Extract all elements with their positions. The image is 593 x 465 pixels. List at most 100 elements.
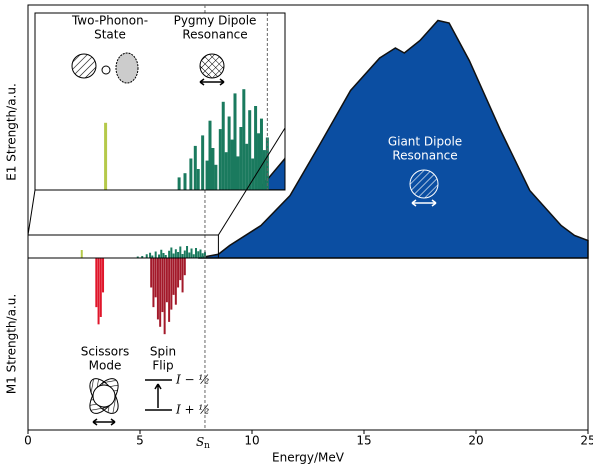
annotation: Spin [150, 345, 176, 359]
bar [177, 252, 180, 258]
bar [201, 253, 204, 258]
bar [150, 258, 153, 288]
inset-bar [208, 120, 212, 190]
inset-bar [221, 101, 225, 190]
x-tick-label: 5 [136, 434, 144, 448]
bar [188, 252, 191, 258]
zoom-connector [27, 189, 36, 236]
bar [197, 251, 200, 258]
inset-content [104, 13, 285, 190]
bar [195, 248, 197, 258]
icon [115, 52, 139, 84]
bar [170, 258, 173, 310]
bar [192, 254, 195, 258]
inset-bar [239, 127, 243, 190]
inset-bar [196, 169, 200, 190]
bar [164, 255, 167, 258]
annotation: Flip [152, 359, 173, 373]
inset-bar [254, 106, 258, 190]
level-label: I − ½ [175, 373, 210, 387]
inset-bar [257, 133, 261, 190]
bar [168, 258, 171, 322]
bar [145, 254, 148, 258]
x-tick-label: 0 [24, 434, 32, 448]
x-tick-label: 10 [244, 434, 259, 448]
plot: 0 5 10 15 20 25 Sn [24, 4, 593, 451]
inset-frame [34, 12, 286, 191]
bar [177, 258, 180, 288]
level-label: I + ½ [175, 403, 210, 417]
annotation: Pygmy Dipole [174, 14, 257, 28]
bar [154, 251, 157, 258]
x-tick-label: 15 [356, 434, 371, 448]
annotation: Resonance [392, 149, 457, 163]
bar [159, 258, 162, 327]
bar [97, 258, 100, 325]
plot-frame [27, 4, 589, 431]
inset-bar [242, 89, 246, 190]
bar [181, 258, 184, 293]
bar [174, 249, 177, 258]
inset [34, 12, 286, 191]
inset-bar [189, 158, 193, 190]
inset-bar [227, 116, 231, 190]
annotation: Mode [89, 359, 122, 373]
bar [172, 253, 175, 258]
gdr-area [198, 19, 589, 259]
annotation: Resonance [182, 28, 247, 42]
bar [172, 258, 175, 295]
bar [161, 258, 164, 313]
bar [160, 249, 163, 258]
inset-bar [236, 156, 240, 190]
x-tick-label: 25 [580, 434, 593, 448]
y-axis-label: M1 Strength/a.u. [5, 294, 19, 394]
bar [99, 258, 102, 317]
bar [80, 250, 83, 258]
bar [163, 258, 166, 335]
annotation: State [94, 28, 126, 42]
bar [179, 246, 182, 258]
bar [170, 247, 173, 258]
sn-symbol: S [196, 435, 204, 449]
bar [174, 258, 177, 305]
annotation: Giant Dipole [388, 135, 462, 149]
icon [92, 384, 116, 408]
inset-bar [259, 118, 263, 190]
bar [158, 254, 161, 258]
inset-gdr-area [257, 154, 285, 190]
bar [156, 258, 159, 320]
icon [409, 169, 439, 199]
inset-bar [218, 129, 222, 190]
zoom-connector [217, 127, 286, 236]
bar [183, 258, 186, 276]
icon [71, 53, 97, 79]
zoom-box [27, 234, 219, 259]
bar [203, 251, 206, 258]
bar [102, 258, 105, 293]
bar [181, 254, 184, 258]
inset-bar [251, 158, 255, 190]
inset-bar [245, 143, 249, 190]
bar [141, 256, 144, 258]
inset-bar [233, 93, 237, 190]
inset-bar [211, 148, 215, 190]
annotation: Two-Phonon- [71, 14, 148, 28]
inset-bar [230, 139, 234, 190]
bar [95, 258, 98, 308]
x-tick-label: 20 [468, 434, 483, 448]
bar [154, 258, 157, 298]
icon-arrow [92, 418, 116, 426]
icon-arrow [154, 383, 162, 408]
inset-bar [183, 173, 187, 190]
inset-bar [214, 164, 218, 190]
inset-bar [224, 152, 228, 190]
inset-bar [262, 150, 266, 190]
icons [71, 52, 439, 426]
bar [152, 258, 155, 308]
inset-bar [177, 177, 181, 190]
inset-bar [248, 110, 252, 190]
icon [101, 65, 111, 75]
bar [165, 258, 168, 303]
